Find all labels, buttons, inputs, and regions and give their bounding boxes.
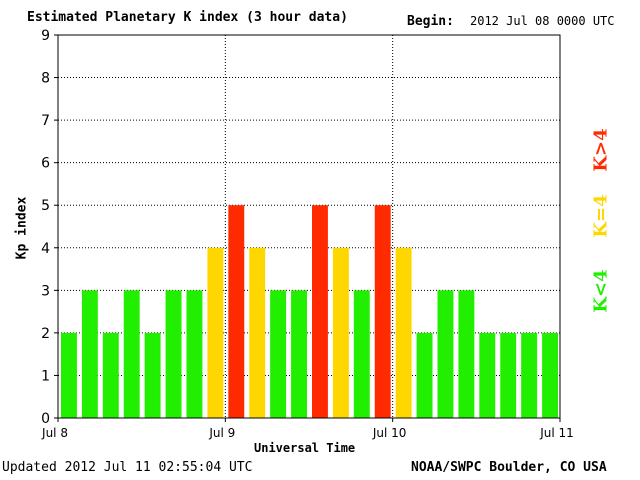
y-tick-label: 0 [41, 411, 50, 427]
begin-value: 2012 Jul 08 0000 UTC [470, 14, 615, 28]
kp-bar [312, 205, 328, 418]
kp-bar [458, 290, 475, 418]
y-tick-label: 9 [41, 28, 50, 44]
plot-frame [57, 34, 561, 419]
kp-bar [479, 332, 496, 418]
y-tick-label: 3 [41, 283, 50, 299]
kp-bar [291, 290, 307, 418]
kp-bar [228, 205, 245, 418]
y-tick-label: 5 [41, 198, 50, 214]
legend-k-equal-4: K=4 [590, 194, 612, 238]
kp-bar [500, 332, 517, 418]
kp-bar [332, 247, 349, 418]
chart-title: Estimated Planetary K index (3 hour data… [27, 10, 348, 25]
kp-bar [395, 247, 412, 418]
y-axis-label: Kp index [14, 196, 30, 260]
x-tick-label: Jul 11 [539, 426, 574, 440]
kp-bar [249, 247, 266, 418]
y-tick-label: 1 [41, 368, 50, 384]
kp-bar [207, 247, 224, 418]
kp-bar [123, 290, 140, 418]
y-tick-label: 7 [41, 113, 50, 129]
x-tick-label: Jul 8 [41, 426, 68, 440]
kp-bar [416, 332, 433, 418]
legend-k-above-4: K>4 [590, 128, 612, 172]
data-source: NOAA/SWPC Boulder, CO USA [411, 460, 607, 475]
kp-bar [353, 290, 370, 418]
kp-bar [521, 332, 538, 418]
y-tick-label: 8 [41, 71, 50, 87]
y-tick-label: 4 [41, 241, 50, 257]
x-axis-label: Universal Time [254, 441, 356, 455]
y-tick-label: 2 [41, 326, 50, 342]
kp-bar [102, 332, 119, 418]
kp-bar [81, 290, 98, 418]
kp-bar [165, 290, 182, 418]
kp-bar [437, 290, 454, 418]
updated-timestamp: Updated 2012 Jul 11 02:55:04 UTC [2, 460, 253, 475]
x-tick-label: Jul 10 [372, 426, 407, 440]
kp-bar [270, 290, 287, 418]
begin-label: Begin: [407, 14, 454, 29]
kp-bar [61, 332, 77, 418]
kp-bar [542, 332, 558, 418]
kp-bar [374, 205, 391, 418]
x-tick-label: Jul 9 [208, 426, 235, 440]
legend-k-below-4: K<4 [590, 269, 612, 313]
y-tick-label: 6 [41, 156, 50, 172]
kp-bar [186, 290, 203, 418]
kp-bar [144, 332, 161, 418]
